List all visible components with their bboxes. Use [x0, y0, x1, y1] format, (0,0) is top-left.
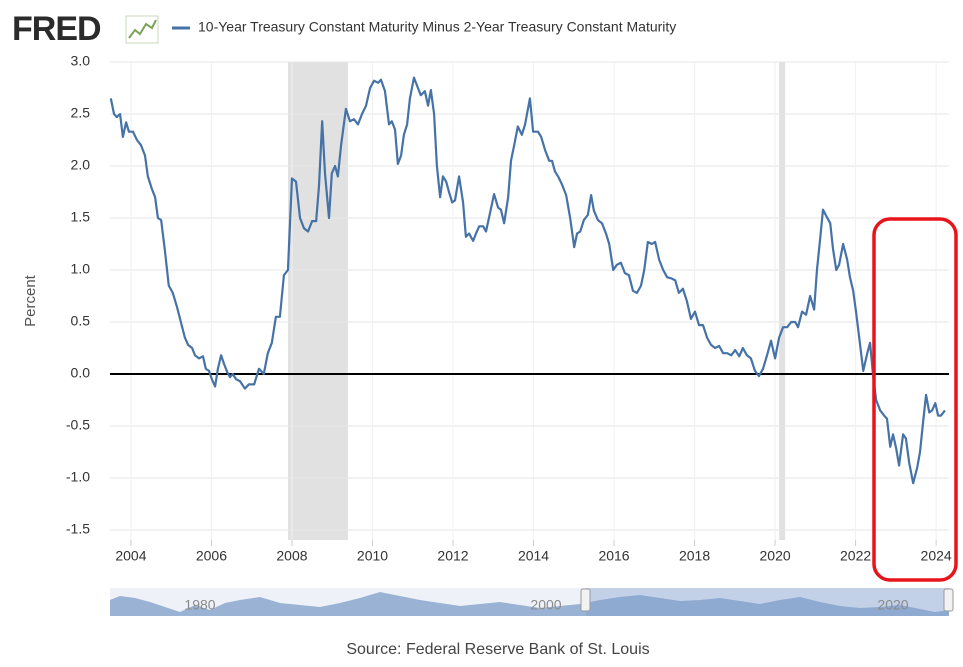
y-tick-label: 0.0 — [71, 365, 91, 381]
plot-area: 3.0 2.5 2.0 1.5 1.0 0.5 0.0 -0.5 -1.0 -1.5 2004 200… — [66, 53, 952, 564]
y-tick-label: 1.5 — [71, 209, 91, 225]
x-tick-label: 2014 — [518, 548, 549, 564]
navigator-handle[interactable] — [943, 588, 954, 612]
navigator-label: 2000 — [530, 597, 561, 613]
x-tick-label: 2020 — [760, 548, 791, 564]
y-tick-label: -0.5 — [66, 417, 90, 433]
y-tick-label: 2.0 — [71, 157, 91, 173]
navigator-handle[interactable] — [580, 588, 591, 612]
highlight-annotation — [872, 217, 958, 582]
x-tick-label: 2010 — [357, 548, 388, 564]
x-tick-label: 2018 — [679, 548, 710, 564]
y-tick-label: 1.0 — [71, 261, 91, 277]
y-tick-label: 2.5 — [71, 105, 91, 121]
recession-band — [779, 62, 786, 540]
navigator: 1980 2000 2020 — [110, 588, 954, 616]
y-tick-label: -1.5 — [66, 521, 90, 537]
y-axis-label: Percent — [22, 274, 39, 327]
y-tick-label: 0.5 — [71, 313, 91, 329]
x-tick-label: 2024 — [921, 548, 952, 564]
x-tick-label: 2008 — [276, 548, 307, 564]
y-tick-label: -1.0 — [66, 469, 90, 485]
navigator-area — [110, 592, 949, 616]
x-tick-label: 2022 — [840, 548, 871, 564]
x-tick-label: 2012 — [437, 548, 468, 564]
navigator-label: 1980 — [184, 597, 215, 613]
y-tick-label: 3.0 — [71, 53, 91, 69]
x-tick-label: 2004 — [115, 548, 146, 564]
x-tick-label: 2016 — [598, 548, 629, 564]
data-line — [109, 76, 946, 485]
x-tick-label: 2006 — [196, 548, 227, 564]
logo-icon — [125, 15, 159, 44]
recession-band — [287, 62, 348, 540]
legend-label: 10-Year Treasury Constant Maturity Minus… — [198, 19, 676, 35]
navigator-label: 2020 — [877, 597, 908, 613]
brand-logo: FRED — [12, 10, 101, 48]
source-note: Source: Federal Reserve Bank of St. Loui… — [346, 641, 649, 658]
